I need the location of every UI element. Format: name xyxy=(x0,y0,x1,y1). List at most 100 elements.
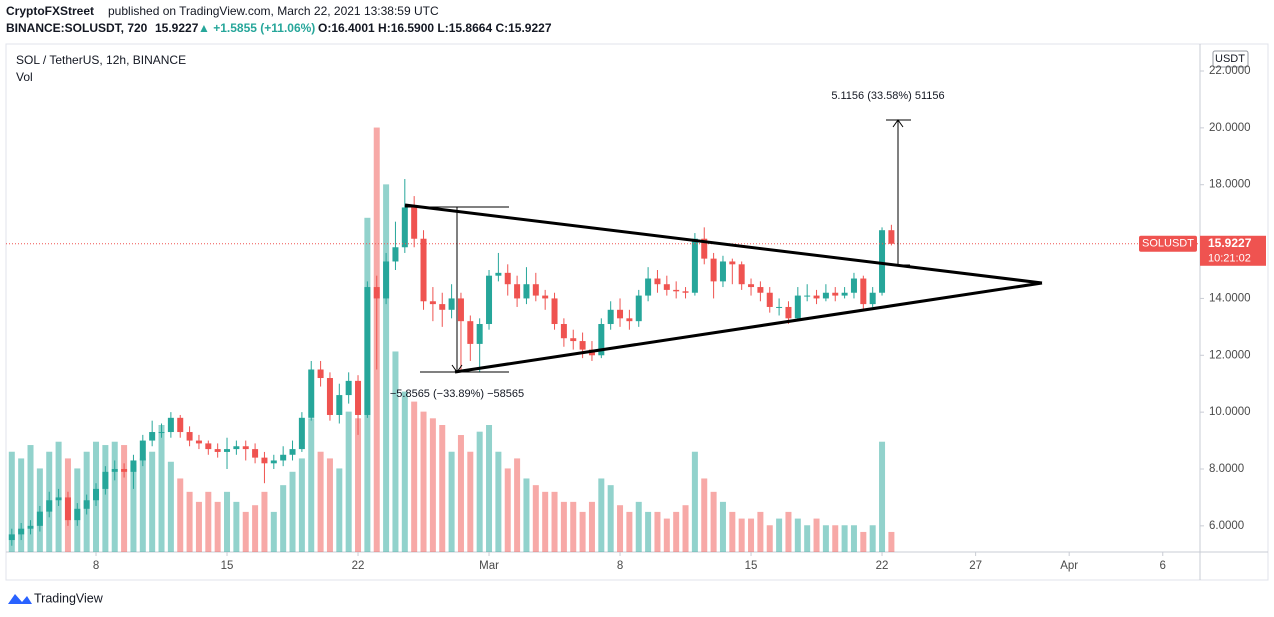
candle-body xyxy=(841,292,848,296)
volume-bar xyxy=(626,511,633,552)
volume-bar xyxy=(457,435,464,552)
x-tick-label: Apr xyxy=(1060,560,1078,572)
volume-bar xyxy=(401,391,408,552)
volume-bar xyxy=(766,525,773,552)
candle-body xyxy=(560,324,567,339)
price-tag xyxy=(1200,235,1266,266)
arrow-head xyxy=(892,119,904,128)
volume-bar xyxy=(476,431,483,552)
volume-bar xyxy=(869,525,876,552)
lower-trendline xyxy=(454,281,1043,374)
candle-body xyxy=(626,318,633,322)
candle-body xyxy=(130,460,137,472)
candle-body xyxy=(635,295,642,322)
candle-body xyxy=(448,298,455,310)
candle-body xyxy=(420,238,427,302)
candle-body xyxy=(111,468,118,472)
candle-body xyxy=(121,468,128,472)
candle-body xyxy=(813,295,820,299)
candle-body xyxy=(64,497,71,521)
candle-body xyxy=(411,207,418,239)
volume-bar xyxy=(111,441,118,552)
candle-body xyxy=(879,230,886,293)
candle-body xyxy=(326,378,333,415)
candle-body xyxy=(663,284,670,290)
measure-up xyxy=(886,119,911,266)
candle-body xyxy=(167,417,174,433)
volume-bar xyxy=(270,511,277,552)
candle-body xyxy=(719,261,726,282)
volume-bar xyxy=(860,531,867,552)
candle-body xyxy=(570,338,577,342)
volume-bar xyxy=(532,485,539,552)
arrow-head xyxy=(451,364,463,373)
candle-body xyxy=(486,275,493,325)
candle-body xyxy=(383,261,390,299)
volume-bar xyxy=(645,511,652,552)
header-ohlc: O:16.4001 H:16.5900 L:15.8664 C:15.9227 xyxy=(318,21,552,35)
volume-bar xyxy=(195,501,202,552)
volume-bar xyxy=(850,525,857,552)
volume-bar xyxy=(298,458,305,552)
volume-bar xyxy=(841,525,848,552)
x-tick-label: 22 xyxy=(876,560,889,572)
candle-body xyxy=(551,298,558,325)
legend-title: SOL / TetherUS, 12h, BINANCE xyxy=(16,53,186,67)
volume-bar xyxy=(570,501,577,552)
candle-body xyxy=(523,284,530,299)
volume-bar xyxy=(579,511,586,552)
candle-body xyxy=(214,449,221,452)
volume-bar xyxy=(617,505,624,552)
volume-bar xyxy=(738,518,745,552)
x-tick-label: 15 xyxy=(221,560,234,572)
candle-body xyxy=(345,380,352,396)
volume-bar xyxy=(280,485,287,552)
volume-bar xyxy=(345,411,352,552)
volume-bar xyxy=(879,441,886,552)
volume-bar xyxy=(804,525,811,552)
candle-body xyxy=(36,511,43,526)
candle-body xyxy=(139,440,146,461)
candle-body xyxy=(252,449,259,458)
author: CryptoFXStreet xyxy=(6,4,94,18)
volume-bar xyxy=(158,425,165,552)
header-price: 15.9227 xyxy=(155,21,199,35)
header-change: ▲ +1.5855 (+11.06%) xyxy=(198,21,315,35)
x-tick-label: 8 xyxy=(617,560,623,572)
x-tick-label: 8 xyxy=(93,560,99,572)
volume-bar xyxy=(355,418,362,552)
candle-body xyxy=(467,321,474,344)
volume-bar xyxy=(514,458,521,552)
currency: USDT xyxy=(1215,53,1245,65)
candle-body xyxy=(617,309,624,319)
volume-bar xyxy=(813,518,820,552)
candle-body xyxy=(261,457,268,464)
volume-bar xyxy=(635,501,642,552)
candle-body xyxy=(532,284,539,296)
volume-bar xyxy=(392,351,399,552)
x-tick-label: 6 xyxy=(1160,560,1166,572)
candle-body xyxy=(701,238,708,259)
candle-body xyxy=(233,446,240,450)
volume-bar xyxy=(719,501,726,552)
candle-body xyxy=(888,230,895,244)
y-tick-label: 18.0000 xyxy=(1209,179,1251,191)
legend-volume: Vol xyxy=(16,70,33,84)
candle-body xyxy=(298,417,305,450)
volume-bar xyxy=(429,418,436,552)
symbol: BINANCE:SOLUSDT, 720 xyxy=(6,21,148,35)
volume-bar xyxy=(18,458,25,552)
candle-body xyxy=(738,264,745,285)
volume-bar xyxy=(757,511,764,552)
volume-bar xyxy=(289,471,296,552)
currency-box[interactable] xyxy=(1212,50,1249,68)
measure-down xyxy=(405,206,509,373)
candle-body xyxy=(757,287,764,293)
candle-body xyxy=(195,440,202,444)
volume-bar xyxy=(486,425,493,552)
candle-body xyxy=(401,207,408,248)
candle-body xyxy=(645,278,652,296)
triangle xyxy=(404,203,1043,374)
candle-body xyxy=(542,295,549,299)
volume-bar xyxy=(139,458,146,552)
